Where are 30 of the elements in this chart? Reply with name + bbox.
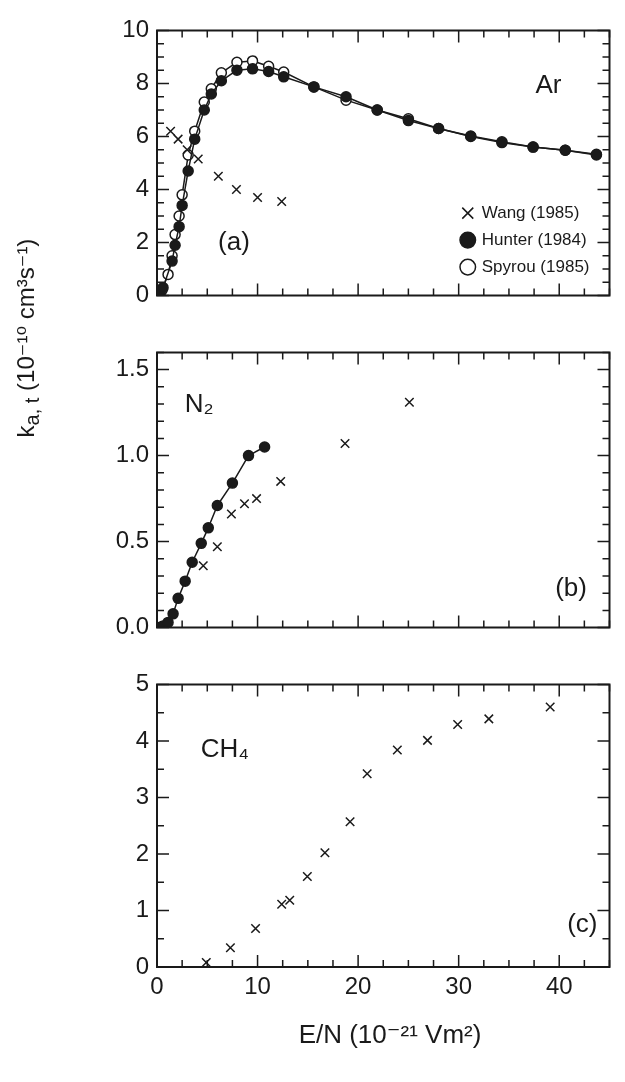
annotation: (b): [555, 572, 587, 603]
y-tick-label: 1.5: [115, 354, 149, 382]
y-tick-label: 1.0: [115, 440, 149, 468]
legend-label: Spyrou (1985): [481, 256, 590, 276]
y-tick-label: 2: [135, 838, 149, 866]
y-tick-label: 0: [135, 280, 149, 308]
x-tick-label: 20: [344, 972, 372, 1000]
annotation: CH₄: [200, 732, 249, 763]
y-tick-label: 0: [135, 951, 149, 979]
y-tick-label: 0.0: [115, 612, 149, 640]
y-tick-label: 0.5: [115, 526, 149, 554]
x-tick-label: 30: [445, 972, 473, 1000]
x-tick-label: 10: [244, 972, 271, 1000]
y-tick-label: 8: [135, 68, 149, 96]
y-tick-label: 10: [122, 15, 149, 43]
x-tick-label: 40: [545, 972, 573, 1000]
legend-label: Wang (1985): [481, 202, 580, 222]
y-tick-label: 4: [135, 174, 149, 202]
annotation: Ar: [535, 69, 562, 100]
y-tick-label: 3: [135, 782, 149, 810]
x-axis-title: E/N (10⁻²¹ Vm²): [298, 1019, 482, 1050]
y-tick-label: 1: [135, 895, 149, 923]
y-tick-label: 2: [135, 227, 149, 255]
y-tick-label: 4: [135, 725, 149, 753]
annotation: N₂: [184, 387, 214, 418]
y-tick-label: 6: [135, 121, 149, 149]
y-tick-label: 5: [135, 669, 149, 697]
legend-label: Hunter (1984): [481, 229, 587, 249]
annotation: (c): [567, 907, 598, 938]
annotation: (a): [218, 225, 250, 256]
